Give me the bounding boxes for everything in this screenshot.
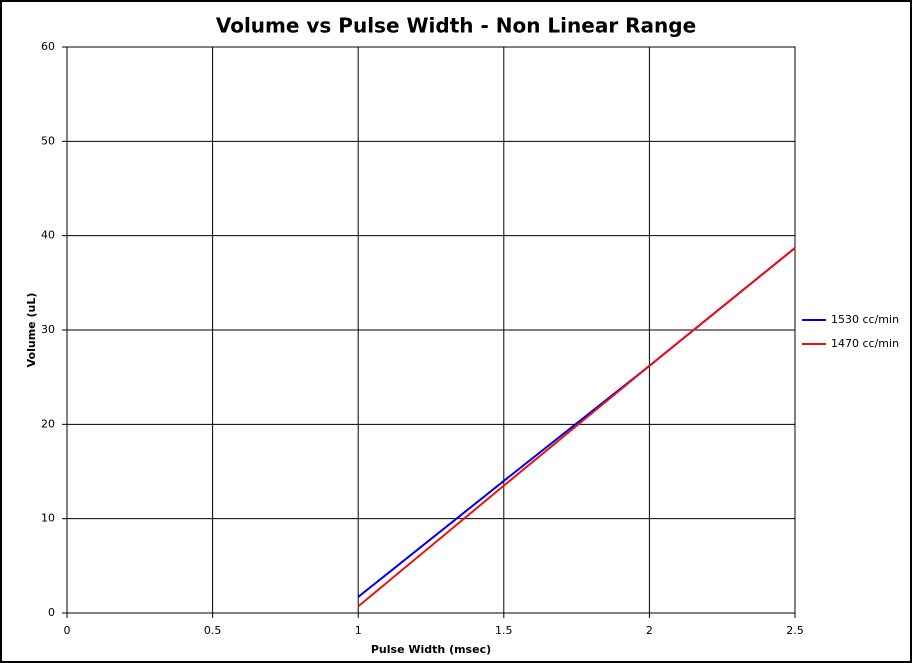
y-axis-label: Volume (uL) [25, 293, 38, 368]
legend-label: 1470 cc/min [831, 337, 899, 350]
x-tick-label: 2.5 [786, 624, 804, 637]
y-tick-label: 40 [41, 229, 55, 242]
y-tick-label: 0 [48, 606, 55, 619]
legend-label: 1530 cc/min [831, 313, 899, 326]
x-tick-label: 0.5 [204, 624, 222, 637]
x-tick-label: 1.5 [495, 624, 513, 637]
x-axis-label: Pulse Width (msec) [371, 643, 491, 656]
chart-title: Volume vs Pulse Width - Non Linear Range [216, 14, 696, 38]
y-tick-label: 50 [41, 134, 55, 147]
x-tick-label: 0 [64, 624, 71, 637]
y-tick-label: 30 [41, 323, 55, 336]
x-tick-label: 1 [355, 624, 362, 637]
y-tick-label: 10 [41, 512, 55, 525]
x-tick-label: 2 [646, 624, 653, 637]
y-tick-label: 60 [41, 40, 55, 53]
y-tick-label: 20 [41, 417, 55, 430]
series-line [357, 247, 796, 608]
